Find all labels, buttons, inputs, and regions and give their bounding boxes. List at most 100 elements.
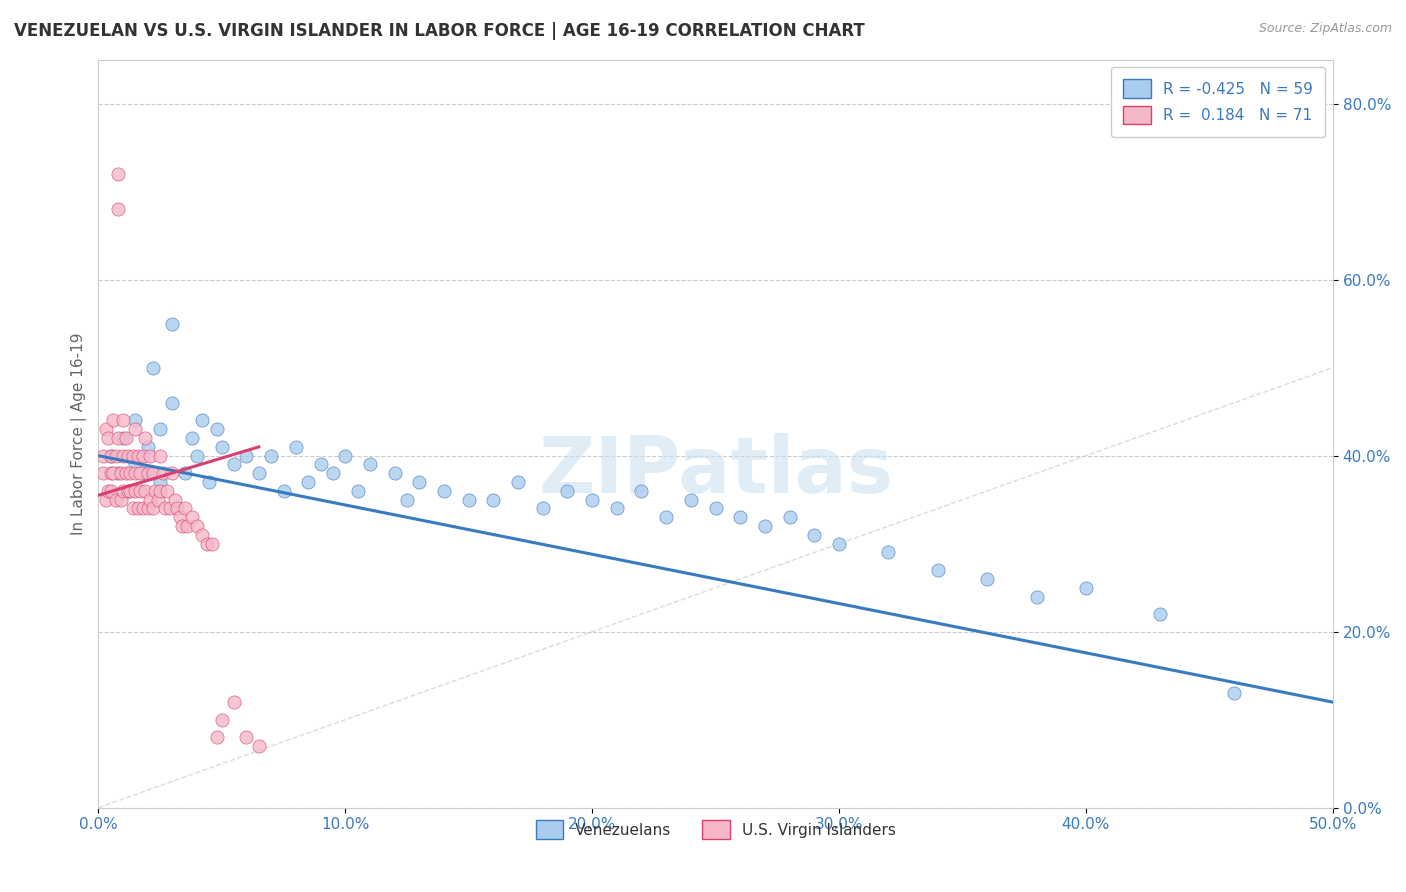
Point (506, 475, 529, 489)
Point (162, 396, 184, 410)
Point (1025, 590, 1047, 604)
Point (104, 449, 127, 463)
Point (132, 501, 155, 516)
Point (149, 449, 172, 463)
Point (134, 483, 156, 498)
Point (94, 422, 117, 436)
Point (162, 467, 184, 481)
Point (754, 519, 776, 533)
Point (149, 483, 172, 498)
Point (124, 422, 146, 436)
Point (124, 458, 146, 472)
Point (728, 510, 751, 524)
Point (91, 449, 114, 463)
Point (205, 731, 228, 745)
Point (159, 501, 181, 516)
Point (395, 492, 418, 507)
Point (201, 537, 224, 551)
Point (107, 467, 129, 481)
Point (211, 440, 233, 454)
Point (97, 431, 120, 445)
Point (107, 167, 129, 181)
Point (142, 467, 165, 481)
Point (176, 519, 198, 533)
Point (927, 563, 949, 577)
Point (679, 492, 702, 507)
Point (224, 458, 246, 472)
Point (100, 449, 122, 463)
Point (139, 492, 162, 507)
Legend: Venezuelans, U.S. Virgin Islanders: Venezuelans, U.S. Virgin Islanders (530, 814, 901, 845)
Point (127, 449, 149, 463)
Point (104, 492, 127, 507)
Point (129, 483, 152, 498)
Point (91, 467, 114, 481)
Point (976, 572, 998, 586)
Point (101, 467, 124, 481)
Point (181, 510, 204, 524)
Point (877, 545, 900, 559)
Point (110, 492, 132, 507)
Text: Source: ZipAtlas.com: Source: ZipAtlas.com (1258, 22, 1392, 36)
Point (1074, 581, 1097, 595)
Point (235, 731, 257, 745)
Point (260, 449, 283, 463)
Point (162, 317, 184, 331)
Point (198, 475, 221, 489)
Point (107, 202, 129, 217)
Point (322, 467, 344, 481)
Point (1149, 607, 1171, 621)
Point (335, 449, 357, 463)
Point (136, 467, 159, 481)
Point (120, 483, 142, 498)
Point (173, 501, 195, 516)
Text: ZIPatlas: ZIPatlas (538, 434, 893, 509)
Point (273, 483, 295, 498)
Point (235, 449, 257, 463)
Point (247, 739, 270, 753)
Point (146, 492, 169, 507)
Point (112, 449, 135, 463)
Point (112, 413, 135, 427)
Point (100, 449, 122, 463)
Point (129, 467, 152, 481)
Point (156, 483, 179, 498)
Point (132, 449, 155, 463)
Point (309, 458, 332, 472)
Point (152, 467, 174, 481)
Point (122, 449, 145, 463)
Point (120, 467, 142, 481)
Point (114, 431, 136, 445)
Point (408, 475, 430, 489)
Y-axis label: In Labor Force | Age 16-19: In Labor Force | Age 16-19 (72, 333, 87, 535)
Point (122, 501, 145, 516)
Point (114, 467, 136, 481)
Point (779, 510, 801, 524)
Point (606, 501, 628, 516)
Point (655, 510, 678, 524)
Point (186, 449, 208, 463)
Point (247, 467, 270, 481)
Point (557, 483, 579, 498)
Point (132, 467, 155, 481)
Point (297, 475, 319, 489)
Point (457, 492, 479, 507)
Point (205, 422, 228, 436)
Point (101, 413, 124, 427)
Point (153, 501, 176, 516)
Point (433, 483, 456, 498)
Point (191, 528, 214, 542)
Point (112, 431, 135, 445)
Point (117, 483, 139, 498)
Point (100, 467, 122, 481)
Point (142, 501, 165, 516)
Point (142, 360, 165, 375)
Point (134, 431, 156, 445)
Point (531, 501, 554, 516)
Point (136, 501, 159, 516)
Point (195, 537, 218, 551)
Point (828, 537, 851, 551)
Point (136, 440, 159, 454)
Point (112, 483, 135, 498)
Point (124, 483, 146, 498)
